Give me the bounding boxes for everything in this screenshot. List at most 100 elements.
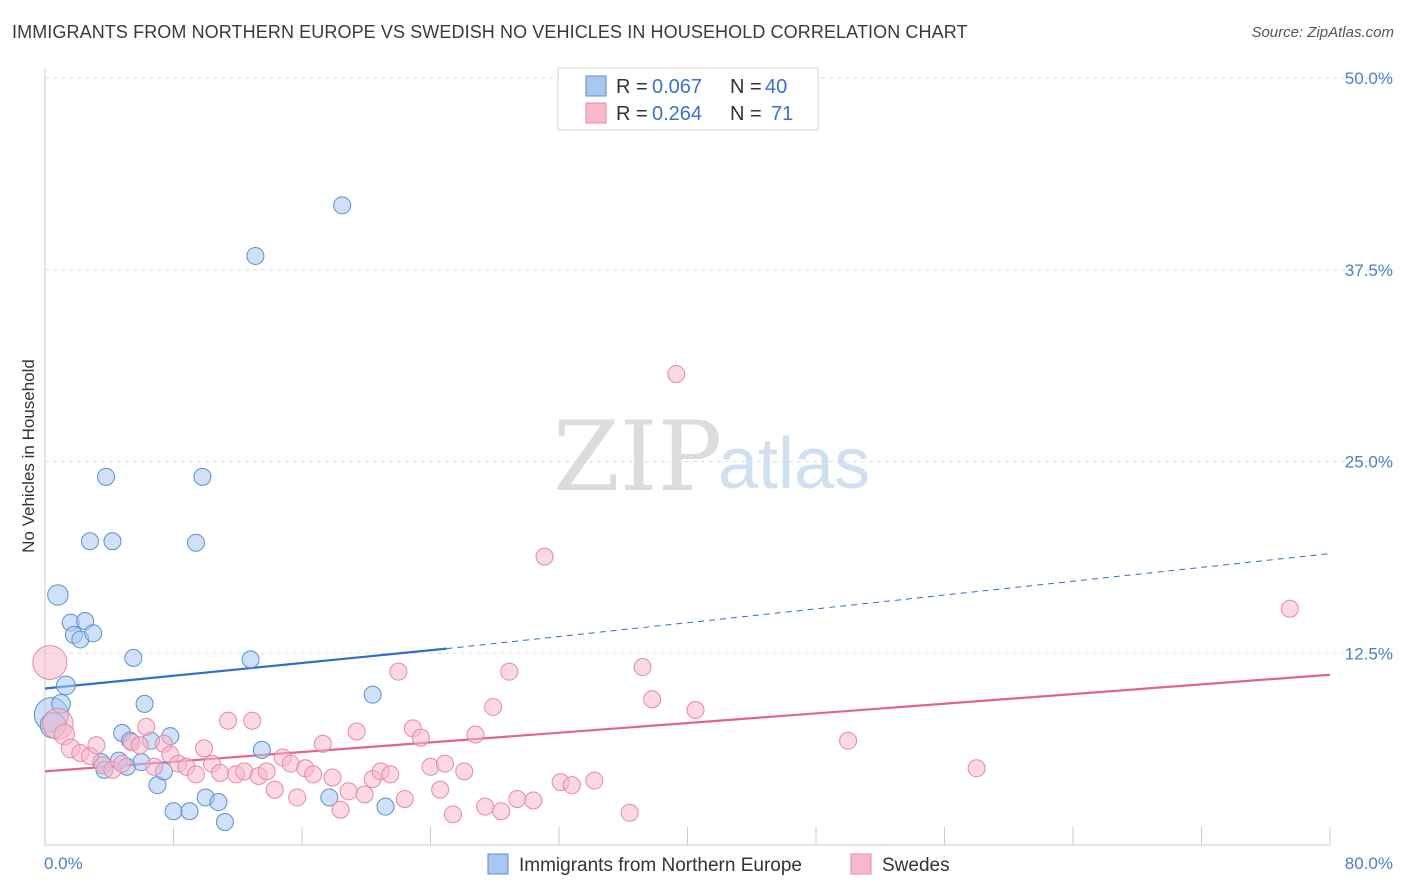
x-tick-label-max: 80.0% [1345,854,1393,873]
bottom-legend-swatch-blue [487,853,509,875]
x-tick-label-min: 0.0% [44,854,83,873]
point-swedes [145,757,164,776]
point-swedes [535,547,554,566]
point-swedes [186,765,205,784]
watermark-zip: ZIP [553,401,722,513]
point-swedes [87,736,106,755]
legend-swatch-pink [585,102,607,124]
point-northern-europe [164,802,183,821]
bottom-legend-label-2: Swedes [882,855,950,876]
point-swedes [967,759,986,778]
point-swedes [508,789,527,808]
series-legend: Immigrants from Northern Europe Swedes [487,853,950,876]
point-swedes [500,662,519,681]
point-swedes [431,780,450,799]
point-swedes [211,763,230,782]
point-swedes [32,644,68,680]
point-swedes [339,782,358,801]
legend-r-label-2: R = [616,103,648,125]
point-northern-europe [56,675,76,696]
trend-lines [44,553,1331,773]
source-credit: Source: ZipAtlas.com [1251,24,1394,41]
point-northern-europe [84,624,103,643]
point-swedes [484,697,503,716]
point-swedes [455,762,474,781]
point-swedes [562,776,581,795]
point-swedes [137,717,156,736]
point-swedes [435,754,454,773]
y-axis-label: No Vehicles in Household [19,359,38,553]
legend-n-value-1: 40 [765,76,787,98]
point-northern-europe [320,788,339,807]
tick-labels: 12.5% 25.0% 37.5% 50.0% 0.0% 80.0% [44,69,1393,873]
point-swedes [195,739,214,758]
point-northern-europe [180,802,199,821]
point-northern-europe [209,793,228,812]
point-northern-europe [376,797,395,816]
legend-n-label-2: N = [730,103,762,125]
point-swedes [443,805,462,824]
legend-r-value-1: 0.067 [652,76,702,98]
point-northern-europe [80,532,99,551]
point-swedes [381,765,400,784]
point-northern-europe [47,584,69,606]
point-swedes [839,731,858,750]
point-northern-europe [241,650,260,669]
point-northern-europe [363,685,382,704]
point-swedes [288,788,307,807]
point-swedes [355,785,374,804]
point-northern-europe [252,740,271,759]
legend-n-value-2: 71 [771,103,793,125]
point-swedes [476,797,495,816]
point-northern-europe [97,467,116,486]
trend-line-northern-europe [44,647,447,690]
point-swedes [130,736,149,755]
y-tick-label: 50.0% [1345,69,1393,88]
point-swedes [265,780,284,799]
y-tick-label: 12.5% [1345,644,1393,663]
y-tick-label: 37.5% [1345,261,1393,280]
point-swedes [585,771,604,790]
data-points [32,196,1299,831]
point-swedes [389,662,408,681]
point-northern-europe [333,196,352,215]
point-swedes [395,789,414,808]
trend-line-northern-europe-extrapolated [446,553,1331,650]
bottom-legend-swatch-pink [850,853,872,875]
correlation-legend: R = 0.067 N = 40 R = 0.264 N = 71 [557,67,819,131]
grid [45,77,1390,654]
point-swedes [304,765,323,784]
point-swedes [686,701,705,720]
point-swedes [1280,599,1299,618]
y-tick-label: 25.0% [1345,453,1393,472]
point-northern-europe [246,246,265,265]
point-swedes [323,768,342,787]
point-northern-europe [124,648,143,667]
point-northern-europe [186,533,205,552]
point-swedes [492,802,511,821]
legend-n-label-1: N = [730,76,762,98]
legend-r-value-2: 0.264 [652,103,702,125]
legend-r-label-1: R = [616,76,648,98]
point-swedes [667,365,686,384]
point-swedes [347,722,366,741]
point-swedes [243,711,262,730]
point-swedes [257,762,276,781]
legend-swatch-blue [585,75,607,97]
point-swedes [466,725,485,744]
bottom-legend-label-1: Immigrants from Northern Europe [519,855,802,876]
point-swedes [313,734,332,753]
watermark-atlas: atlas [718,424,870,504]
trend-line-swedes [44,673,1331,773]
chart-title: IMMIGRANTS FROM NORTHERN EUROPE VS SWEDI… [12,22,968,42]
point-swedes [219,711,238,730]
point-swedes [620,803,639,822]
point-northern-europe [215,812,234,831]
point-swedes [113,754,132,773]
point-swedes [633,658,652,677]
point-northern-europe [103,532,122,551]
point-swedes [331,800,350,819]
point-swedes [643,690,662,709]
point-swedes [411,728,430,747]
